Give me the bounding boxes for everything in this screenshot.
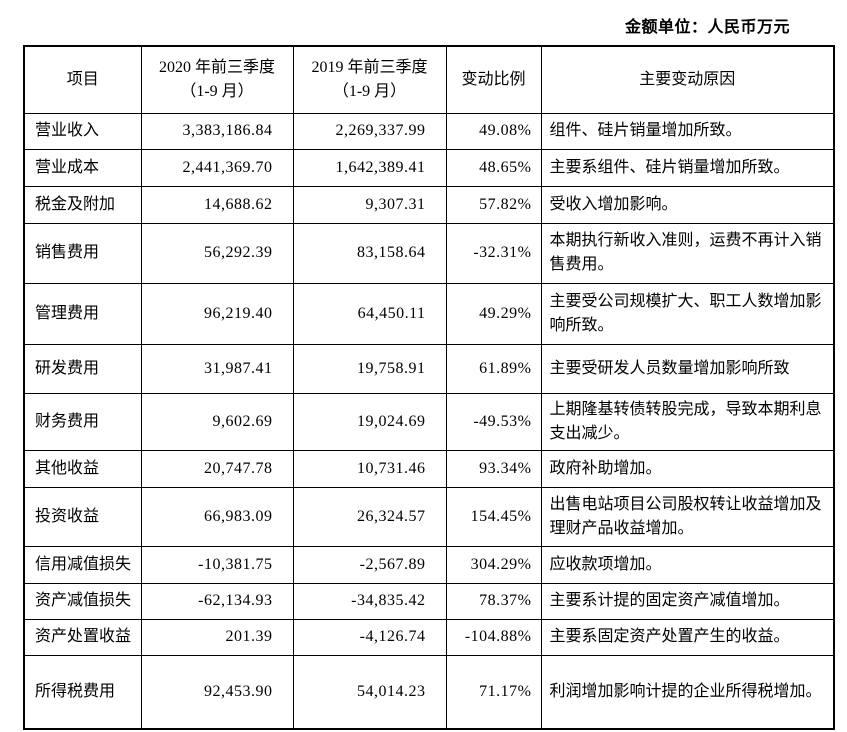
- item-cell: 财务费用: [23, 392, 142, 451]
- value-2019-cell: 9,307.31: [292, 185, 447, 224]
- item-cell: 信用减值损失: [23, 545, 142, 584]
- table-row: 信用减值损失 -10,381.75 -2,567.89 304.29% 应收款项…: [23, 545, 835, 584]
- item-cell: 资产减值损失: [23, 582, 142, 620]
- value-2020-cell: 3,383,186.84: [140, 112, 294, 150]
- table-row: 资产处置收益 201.39 -4,126.74 -104.88% 主要系固定资产…: [23, 618, 835, 656]
- value-2020-cell: 9,602.69: [140, 392, 294, 451]
- reason-cell: 组件、硅片销量增加所致。: [540, 112, 835, 150]
- reason-cell: 主要系组件、硅片销量增加所致。: [540, 148, 835, 187]
- value-2019-cell: 64,450.11: [292, 282, 447, 345]
- item-cell: 营业成本: [23, 148, 142, 187]
- value-2020-cell: 2,441,369.70: [140, 148, 294, 187]
- header-reason: 主要变动原因: [540, 45, 835, 114]
- change-cell: 48.65%: [445, 148, 542, 187]
- table-row: 投资收益 66,983.09 26,324.57 154.45% 出售电站项目公…: [23, 486, 835, 547]
- header-2020: 2020 年前三季度 （1-9 月）: [140, 45, 294, 114]
- header-item: 项目: [23, 45, 142, 114]
- item-cell: 资产处置收益: [23, 618, 142, 656]
- change-cell: 61.89%: [445, 343, 542, 394]
- table-row: 研发费用 31,987.41 19,758.91 61.89% 主要受研发人员数…: [23, 343, 835, 394]
- reason-cell: 利润增加影响计提的企业所得税增加。: [540, 654, 835, 730]
- value-2019-cell: -4,126.74: [292, 618, 447, 656]
- header-row: 项目 2020 年前三季度 （1-9 月） 2019 年前三季度 （1-9 月）…: [23, 45, 835, 114]
- value-2019-cell: -2,567.89: [292, 545, 447, 584]
- change-cell: -49.53%: [445, 392, 542, 451]
- change-cell: 154.45%: [445, 486, 542, 547]
- change-analysis-table: 项目 2020 年前三季度 （1-9 月） 2019 年前三季度 （1-9 月）…: [23, 45, 835, 730]
- value-2019-cell: -34,835.42: [292, 582, 447, 620]
- table-row: 资产减值损失 -62,134.93 -34,835.42 78.37% 主要系计…: [23, 582, 835, 620]
- value-2019-cell: 2,269,337.99: [292, 112, 447, 150]
- reason-cell: 主要系计提的固定资产减值增加。: [540, 582, 835, 620]
- value-2020-cell: 56,292.39: [140, 222, 294, 284]
- item-cell: 管理费用: [23, 282, 142, 345]
- reason-cell: 应收款项增加。: [540, 545, 835, 584]
- value-2020-cell: 20,747.78: [140, 449, 294, 488]
- value-2020-cell: 201.39: [140, 618, 294, 656]
- table-row: 税金及附加 14,688.62 9,307.31 57.82% 受收入增加影响。: [23, 185, 835, 224]
- value-2019-cell: 26,324.57: [292, 486, 447, 547]
- item-cell: 研发费用: [23, 343, 142, 394]
- table-header: 项目 2020 年前三季度 （1-9 月） 2019 年前三季度 （1-9 月）…: [23, 45, 835, 114]
- item-cell: 销售费用: [23, 222, 142, 284]
- item-cell: 税金及附加: [23, 185, 142, 224]
- reason-cell: 主要受公司规模扩大、职工人数增加影响所致。: [540, 282, 835, 345]
- change-cell: 49.08%: [445, 112, 542, 150]
- change-cell: -104.88%: [445, 618, 542, 656]
- table-row: 财务费用 9,602.69 19,024.69 -49.53% 上期隆基转债转股…: [23, 392, 835, 451]
- header-2019: 2019 年前三季度 （1-9 月）: [292, 45, 447, 114]
- table-row: 销售费用 56,292.39 83,158.64 -32.31% 本期执行新收入…: [23, 222, 835, 284]
- value-2019-cell: 83,158.64: [292, 222, 447, 284]
- change-cell: 71.17%: [445, 654, 542, 730]
- value-2020-cell: 96,219.40: [140, 282, 294, 345]
- value-2020-cell: -62,134.93: [140, 582, 294, 620]
- change-cell: -32.31%: [445, 222, 542, 284]
- table-row: 所得税费用 92,453.90 54,014.23 71.17% 利润增加影响计…: [23, 654, 835, 730]
- value-2020-cell: 66,983.09: [140, 486, 294, 547]
- table-body: 营业收入 3,383,186.84 2,269,337.99 49.08% 组件…: [23, 112, 835, 730]
- value-2019-cell: 54,014.23: [292, 654, 447, 730]
- change-cell: 78.37%: [445, 582, 542, 620]
- table-row: 营业收入 3,383,186.84 2,269,337.99 49.08% 组件…: [23, 112, 835, 150]
- reason-cell: 出售电站项目公司股权转让收益增加及理财产品收益增加。: [540, 486, 835, 547]
- change-cell: 304.29%: [445, 545, 542, 584]
- value-2019-cell: 19,758.91: [292, 343, 447, 394]
- change-cell: 57.82%: [445, 185, 542, 224]
- item-cell: 其他收益: [23, 449, 142, 488]
- header-change-ratio: 变动比例: [445, 45, 542, 114]
- amount-unit-label: 金额单位：人民币万元: [624, 19, 790, 36]
- value-2019-cell: 19,024.69: [292, 392, 447, 451]
- reason-cell: 主要受研发人员数量增加影响所致: [540, 343, 835, 394]
- value-2020-cell: 14,688.62: [140, 185, 294, 224]
- value-2019-cell: 10,731.46: [292, 449, 447, 488]
- value-2019-cell: 1,642,389.41: [292, 148, 447, 187]
- item-cell: 投资收益: [23, 486, 142, 547]
- table-row: 营业成本 2,441,369.70 1,642,389.41 48.65% 主要…: [23, 148, 835, 187]
- change-cell: 93.34%: [445, 449, 542, 488]
- reason-cell: 政府补助增加。: [540, 449, 835, 488]
- reason-cell: 本期执行新收入准则，运费不再计入销售费用。: [540, 222, 835, 284]
- table-row: 管理费用 96,219.40 64,450.11 49.29% 主要受公司规模扩…: [23, 282, 835, 345]
- reason-cell: 受收入增加影响。: [540, 185, 835, 224]
- item-cell: 营业收入: [23, 112, 142, 150]
- table-row: 其他收益 20,747.78 10,731.46 93.34% 政府补助增加。: [23, 449, 835, 488]
- value-2020-cell: -10,381.75: [140, 545, 294, 584]
- value-2020-cell: 92,453.90: [140, 654, 294, 730]
- value-2020-cell: 31,987.41: [140, 343, 294, 394]
- item-cell: 所得税费用: [23, 654, 142, 730]
- change-cell: 49.29%: [445, 282, 542, 345]
- reason-cell: 主要系固定资产处置产生的收益。: [540, 618, 835, 656]
- reason-cell: 上期隆基转债转股完成，导致本期利息支出减少。: [540, 392, 835, 451]
